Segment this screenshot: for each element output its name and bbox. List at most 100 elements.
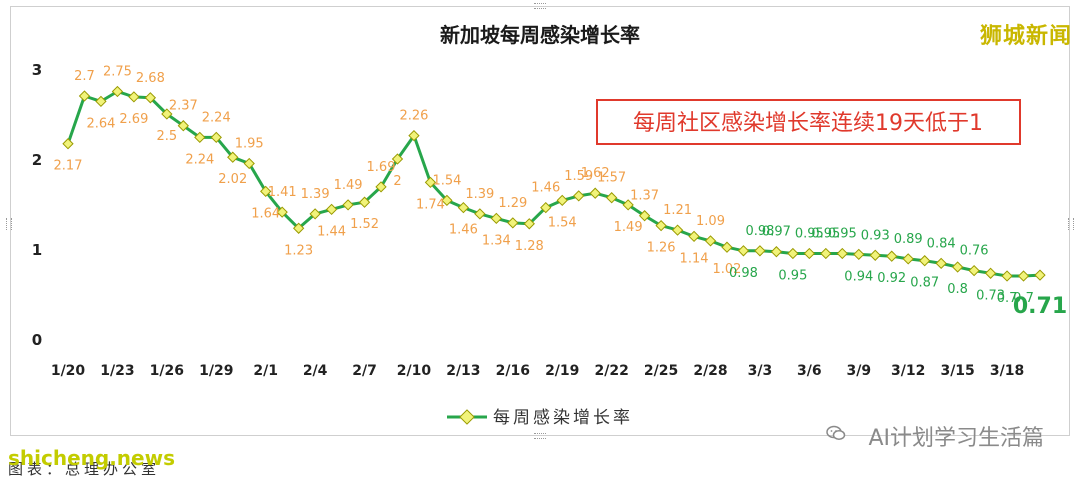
data-point bbox=[441, 194, 453, 207]
resize-handle-right[interactable] bbox=[1068, 218, 1074, 230]
data-label: 2.75 bbox=[103, 65, 132, 80]
data-point bbox=[919, 255, 931, 267]
data-point bbox=[1017, 270, 1030, 282]
data-point bbox=[342, 199, 354, 211]
x-tick-label: 3/15 bbox=[940, 363, 974, 379]
data-point bbox=[606, 192, 618, 204]
data-point bbox=[951, 261, 964, 273]
data-point bbox=[655, 219, 667, 232]
data-label: 1.29 bbox=[498, 196, 527, 211]
data-label: 2.24 bbox=[202, 110, 231, 125]
x-tick-label: 3/12 bbox=[891, 363, 925, 379]
data-label: 2.69 bbox=[119, 112, 148, 127]
x-tick-label: 3/6 bbox=[797, 363, 822, 379]
data-label: 1.46 bbox=[449, 223, 478, 238]
x-tick-label: 2/4 bbox=[303, 363, 328, 379]
chart-title: 新加坡每周感染增长率 bbox=[440, 23, 640, 47]
legend-label: 每周感染增长率 bbox=[493, 408, 633, 428]
data-point bbox=[935, 257, 947, 270]
resize-handle-bottom[interactable] bbox=[534, 433, 546, 439]
data-label: 0.7 bbox=[1013, 291, 1034, 306]
data-label: 1.69 bbox=[367, 160, 396, 175]
data-point bbox=[803, 247, 816, 260]
data-point bbox=[161, 108, 173, 120]
data-label: 1.37 bbox=[630, 189, 659, 204]
data-label: 1.02 bbox=[713, 262, 742, 277]
data-point bbox=[424, 176, 437, 189]
data-point bbox=[836, 247, 848, 260]
data-label: 2.24 bbox=[185, 152, 214, 167]
data-point bbox=[968, 264, 980, 277]
data-label: 0.97 bbox=[762, 225, 791, 240]
data-label: 0.98 bbox=[745, 224, 774, 239]
data-point bbox=[540, 201, 552, 214]
data-point bbox=[523, 218, 535, 230]
data-label: 1.41 bbox=[268, 185, 297, 200]
data-point bbox=[589, 187, 601, 199]
data-label: 1.23 bbox=[284, 243, 313, 258]
data-point bbox=[227, 151, 239, 163]
resize-handle-left[interactable] bbox=[6, 218, 12, 230]
data-label: 1.26 bbox=[647, 241, 676, 256]
y-tick-label: 2 bbox=[32, 151, 42, 169]
annotation-text: 每周社区感染增长率连续19天低于1 bbox=[633, 111, 983, 136]
data-point bbox=[704, 235, 717, 247]
data-label: 0.93 bbox=[861, 228, 890, 243]
data-point bbox=[292, 222, 305, 234]
data-label: 1.49 bbox=[614, 220, 643, 235]
x-tick-label: 2/1 bbox=[253, 363, 278, 379]
data-label: 0.92 bbox=[877, 271, 906, 286]
data-point bbox=[391, 153, 404, 165]
data-label: 1.74 bbox=[416, 197, 445, 212]
x-tick-label: 3/18 bbox=[990, 363, 1024, 379]
data-label: 0.95 bbox=[778, 269, 807, 284]
data-label: 0.94 bbox=[844, 269, 873, 284]
data-point bbox=[260, 185, 272, 198]
data-label: 2.7 bbox=[74, 69, 95, 84]
data-point bbox=[556, 194, 568, 207]
data-label: 0.89 bbox=[894, 232, 923, 247]
data-point bbox=[309, 208, 321, 220]
resize-handle-top[interactable] bbox=[534, 3, 546, 9]
figure-caption: 图表：总理办公室 bbox=[8, 460, 161, 478]
data-point bbox=[95, 95, 107, 108]
data-label: 0.7 bbox=[997, 291, 1018, 306]
data-point bbox=[408, 129, 420, 142]
data-label: 1.59 bbox=[564, 169, 593, 184]
x-tick-label: 1/23 bbox=[100, 363, 134, 379]
data-point bbox=[622, 199, 634, 211]
data-label: 0.76 bbox=[960, 244, 989, 259]
x-tick-label: 2/7 bbox=[352, 363, 377, 379]
legend-marker-swatch bbox=[459, 409, 475, 425]
y-tick-label: 0 bbox=[32, 331, 42, 349]
x-tick-label: 1/29 bbox=[199, 363, 233, 379]
x-tick-label: 2/25 bbox=[644, 363, 678, 379]
data-point bbox=[853, 248, 865, 261]
data-point bbox=[210, 131, 222, 144]
y-tick-label: 3 bbox=[32, 61, 42, 79]
data-point bbox=[573, 190, 585, 202]
data-point bbox=[787, 247, 799, 260]
data-label: 2.68 bbox=[136, 71, 165, 86]
y-tick-label: 1 bbox=[32, 241, 42, 259]
data-point bbox=[62, 138, 74, 150]
x-tick-label: 1/26 bbox=[150, 363, 184, 379]
data-point bbox=[111, 85, 124, 98]
data-point bbox=[474, 208, 486, 220]
data-point bbox=[243, 157, 255, 170]
data-point bbox=[886, 250, 898, 262]
x-tick-label: 2/22 bbox=[594, 363, 628, 379]
data-point bbox=[638, 210, 651, 222]
x-tick-label: 3/9 bbox=[846, 363, 871, 379]
data-point bbox=[490, 212, 502, 225]
data-point bbox=[869, 249, 881, 261]
data-label: 1.52 bbox=[350, 217, 379, 232]
data-point bbox=[194, 131, 206, 144]
data-point bbox=[358, 196, 371, 208]
watermark-text: AI计划学习生活篇 bbox=[868, 426, 1044, 451]
x-tick-label: 2/28 bbox=[693, 363, 727, 379]
data-label: 1.57 bbox=[597, 171, 626, 186]
data-point bbox=[721, 241, 733, 253]
brand-logo-text: 狮城新闻 bbox=[979, 24, 1072, 49]
